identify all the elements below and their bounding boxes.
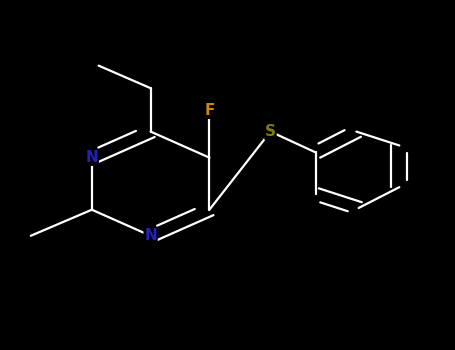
Text: N: N — [144, 228, 157, 243]
Text: N: N — [86, 150, 98, 165]
Text: F: F — [204, 103, 215, 118]
Text: S: S — [265, 124, 276, 139]
